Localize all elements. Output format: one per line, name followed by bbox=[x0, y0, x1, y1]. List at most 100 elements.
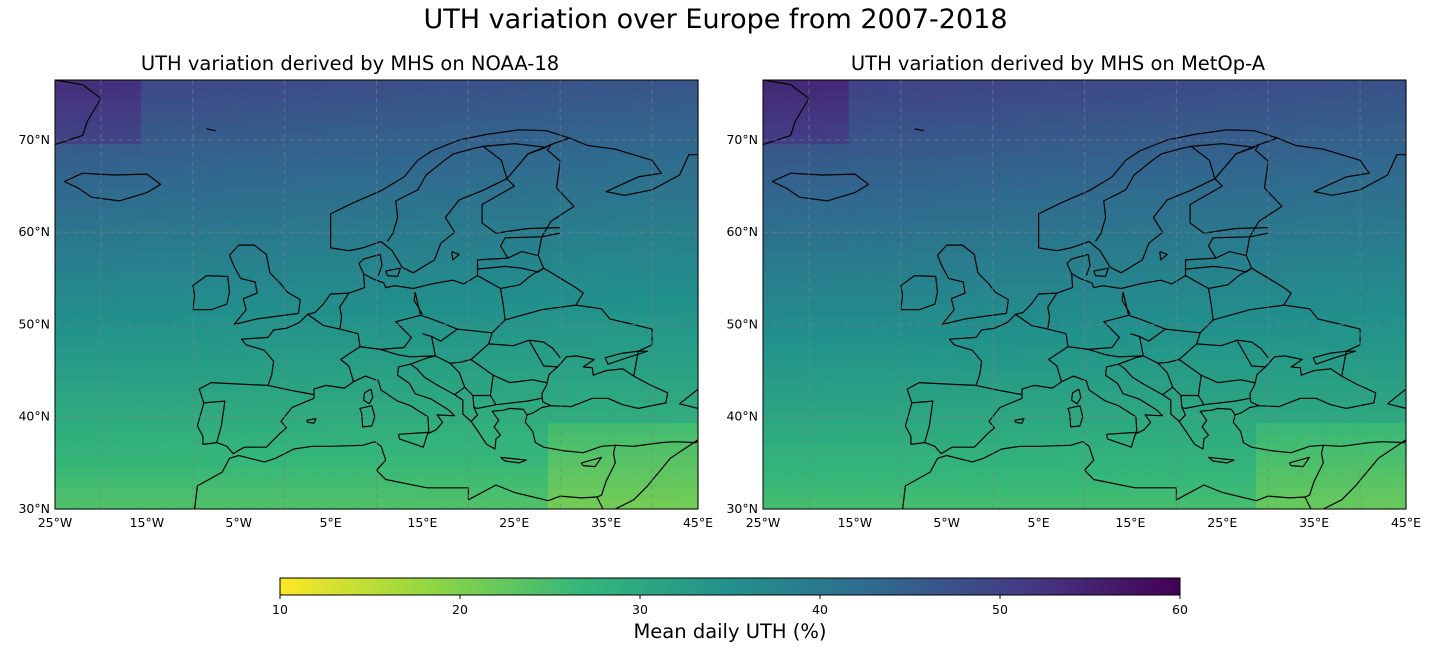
coastline-path bbox=[1159, 251, 1168, 261]
coastline-path bbox=[477, 265, 545, 273]
coastline-path bbox=[267, 384, 315, 396]
x-tick-label: 35°E bbox=[591, 515, 621, 530]
coastline-path bbox=[613, 439, 698, 509]
coastline-path bbox=[1387, 388, 1406, 409]
y-tick-label: 70°N bbox=[726, 132, 758, 147]
coastline-path bbox=[1047, 292, 1130, 350]
map-frame bbox=[762, 79, 1407, 510]
coastline-path bbox=[449, 362, 491, 397]
coastline-path bbox=[206, 128, 216, 132]
coastline-path bbox=[1178, 359, 1255, 384]
coastline-path bbox=[1197, 375, 1250, 406]
coastline-path bbox=[1094, 145, 1216, 242]
x-tick-label: 15°E bbox=[407, 515, 437, 530]
coastline-path bbox=[339, 292, 350, 330]
coastline-path bbox=[1157, 362, 1199, 397]
x-tick-label: 25°W bbox=[746, 515, 781, 530]
coastline-path bbox=[1088, 328, 1201, 358]
figure-title: UTH variation over Europe from 2007-2018 bbox=[423, 4, 1008, 35]
x-tick-label: 25°W bbox=[38, 515, 73, 530]
coastlines bbox=[763, 80, 1406, 509]
y-tick-label: 70°N bbox=[18, 132, 50, 147]
coastline-path bbox=[580, 456, 603, 468]
colorbar-tick-label: 40 bbox=[812, 602, 828, 617]
x-tick-label: 5°W bbox=[933, 515, 960, 530]
coastline-path bbox=[1178, 395, 1187, 422]
coastline-path bbox=[451, 251, 460, 261]
coastline-path bbox=[1234, 355, 1377, 416]
x-tick-label: 15°E bbox=[1115, 515, 1145, 530]
coastline-path bbox=[194, 414, 616, 509]
coastline-path bbox=[1321, 439, 1406, 509]
y-tick-label: 40°N bbox=[726, 409, 758, 424]
coastline-path bbox=[1181, 404, 1205, 409]
coastline-path bbox=[422, 333, 432, 338]
coastline-path bbox=[1093, 267, 1109, 278]
coastline-path bbox=[528, 339, 561, 359]
colorbar-tick-label: 10 bbox=[272, 602, 288, 617]
panel-title: UTH variation derived by MHS on MetOp-A bbox=[850, 52, 1266, 75]
map-svg: 25°W 15°W 5°W 5°E 15°E 25°E 35°E 45°E 30°N 40°N 50… bbox=[18, 79, 713, 530]
coastline-path bbox=[936, 244, 1009, 326]
coastline-path bbox=[55, 80, 102, 146]
coastline-path bbox=[473, 404, 497, 409]
colorbar-tick-label: 50 bbox=[992, 602, 1008, 617]
coastline-path bbox=[397, 431, 429, 448]
coastline-path bbox=[1121, 292, 1131, 315]
coastline-path bbox=[192, 275, 231, 311]
map-frame bbox=[54, 79, 699, 510]
coastline-path bbox=[307, 313, 340, 330]
coastline-path bbox=[363, 388, 374, 405]
x-tick-label: 45°E bbox=[1391, 515, 1421, 530]
uth-field bbox=[763, 80, 1407, 510]
coastline-path bbox=[541, 144, 575, 238]
coastline-path bbox=[500, 456, 527, 464]
coastline-path bbox=[1215, 251, 1246, 259]
coastline-path bbox=[1105, 431, 1137, 448]
coastline-path bbox=[1312, 350, 1357, 377]
x-tick-label: 15°W bbox=[838, 515, 873, 530]
coastline-path bbox=[1212, 236, 1292, 321]
y-tick-label: 50°N bbox=[726, 316, 758, 331]
coastline-path bbox=[420, 314, 458, 330]
y-tick-label: 30°N bbox=[726, 501, 758, 516]
y-tick-label: 60°N bbox=[18, 224, 50, 239]
coastline-path bbox=[615, 439, 698, 447]
coastline-path bbox=[1066, 232, 1269, 290]
coastline-path bbox=[1162, 386, 1174, 396]
coastline-path bbox=[1185, 265, 1253, 273]
coastline-path bbox=[1323, 439, 1406, 447]
colorbar-tick-label: 20 bbox=[452, 602, 468, 617]
coastline-path bbox=[975, 384, 1023, 396]
colorbar-tick-label: 30 bbox=[632, 602, 648, 617]
coastline-path bbox=[340, 346, 361, 382]
colorbar-gradient bbox=[279, 577, 1181, 596]
coastline-path bbox=[1128, 314, 1166, 330]
x-tick-label: 45°E bbox=[683, 515, 713, 530]
y-tick-label: 60°N bbox=[726, 224, 758, 239]
coastline-path bbox=[914, 128, 924, 132]
coastline-path bbox=[763, 80, 810, 146]
x-tick-label: 15°W bbox=[130, 515, 165, 530]
coastline-path bbox=[470, 359, 547, 384]
coastline-path bbox=[596, 496, 604, 509]
coastline-path bbox=[1191, 143, 1255, 155]
x-tick-label: 5°W bbox=[225, 515, 252, 530]
panel-title: UTH variation derived by MHS on NOAA-18 bbox=[140, 52, 560, 75]
colorbar-label: Mean daily UTH (%) bbox=[633, 620, 827, 643]
coastline-path bbox=[1249, 144, 1283, 238]
coastline-path bbox=[526, 355, 669, 416]
coastline-path bbox=[900, 275, 939, 311]
coastline-path bbox=[470, 395, 479, 422]
coastline-path bbox=[410, 275, 506, 365]
y-tick-label: 50°N bbox=[18, 316, 50, 331]
coastline-path bbox=[1014, 418, 1025, 424]
x-tick-label: 5°E bbox=[1028, 515, 1050, 530]
coastline-path bbox=[1130, 333, 1140, 338]
coastline-path bbox=[504, 236, 584, 321]
coastline-path bbox=[1048, 346, 1069, 382]
coastline-path bbox=[413, 292, 423, 315]
x-tick-label: 5°E bbox=[320, 515, 342, 530]
map-panel-noaa18: UTH variation derived by MHS on NOAA-18 … bbox=[0, 52, 713, 532]
coastline-path bbox=[203, 400, 226, 443]
